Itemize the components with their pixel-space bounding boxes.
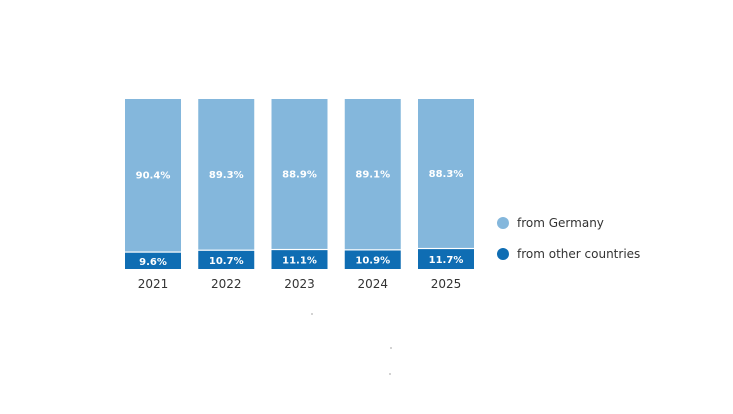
bar-segment-2022-other-countries [198, 250, 255, 269]
bar-data-label: 9.6% [139, 257, 167, 268]
bar-data-label: 88.9% [282, 169, 317, 180]
bar-segment-2023-other-countries [271, 250, 328, 269]
bar-data-label: 89.1% [355, 170, 390, 181]
bar-segment-2022-germany [198, 99, 255, 250]
bar-segment-2021-germany [125, 99, 181, 252]
bar-data-label: 11.7% [429, 255, 464, 266]
x-tick-label: 2021 [138, 277, 169, 291]
bar-data-label: 10.9% [355, 256, 390, 267]
x-tick-label: 2023 [284, 277, 315, 291]
speck-dot [389, 373, 391, 375]
x-tick-label: 2022 [211, 277, 242, 291]
bar-data-label: 88.3% [429, 169, 464, 180]
bar-segment-2025-germany [418, 99, 474, 248]
bar-segment-2025-other-countries [418, 249, 474, 269]
bar-data-label: 11.1% [282, 256, 317, 267]
bar-data-label: 89.3% [209, 170, 244, 181]
x-tick-label: 2024 [357, 277, 388, 291]
bar-segment-2021-other-countries [125, 252, 181, 269]
legend-marker [497, 248, 509, 260]
legend-label: from Germany [517, 216, 604, 230]
bar-segment-2024-germany [344, 99, 401, 250]
x-axis-ticks: 2021 2022 2023 2024 2025 [138, 277, 462, 291]
bar-segment-2024-other-countries [344, 250, 401, 269]
speck-dot [390, 347, 392, 349]
bar-labels-layer: 9.6% 90.4% 10.7% 89.3% 11.1% 88.9% 10.9% 89.1% 1… [136, 169, 464, 268]
x-tick-label: 2025 [431, 277, 462, 291]
bar-data-label: 10.7% [209, 256, 244, 267]
bar-segment-2023-germany [271, 99, 328, 249]
bars-layer [125, 99, 474, 269]
legend-label: from other countries [517, 247, 640, 261]
bar-data-label: 90.4% [136, 171, 171, 182]
legend-marker [497, 217, 509, 229]
legend: from Germany from other countries [497, 216, 640, 261]
speck-dot [311, 313, 313, 315]
